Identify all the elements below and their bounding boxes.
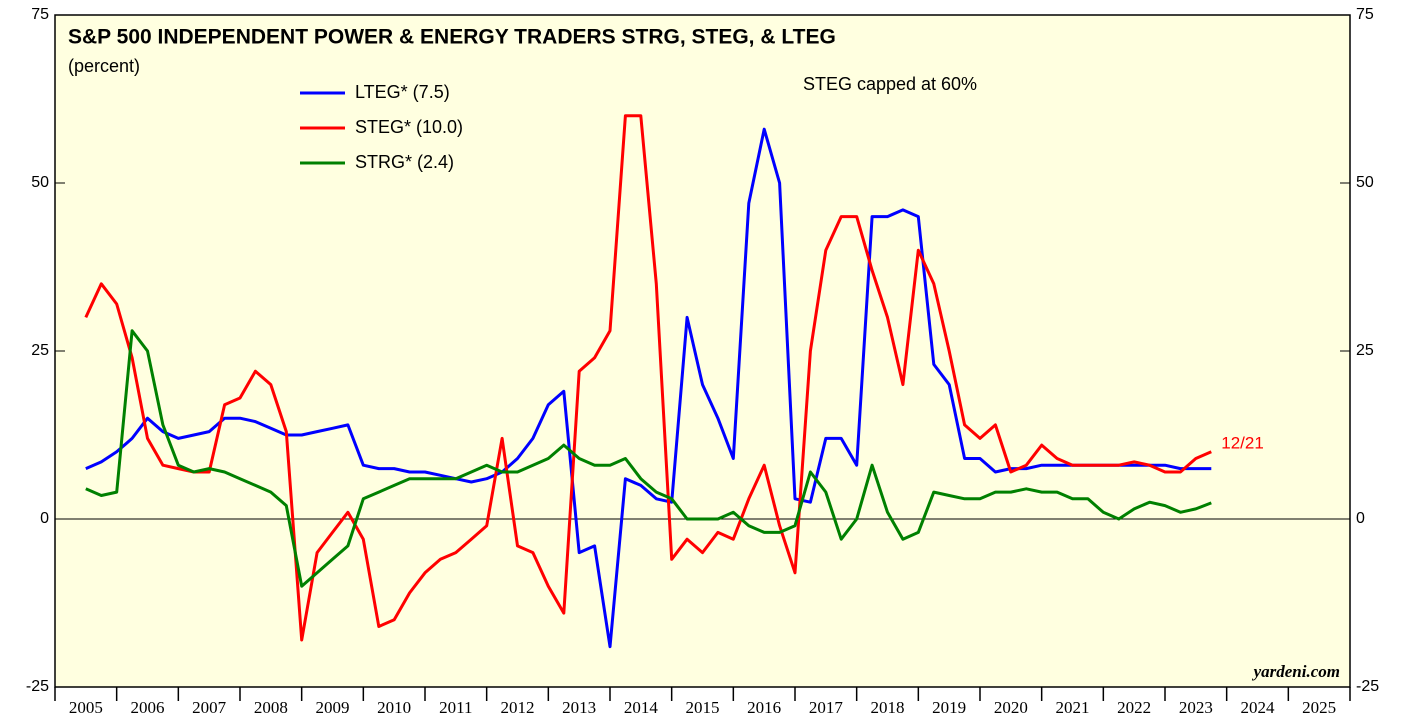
y-tick-label-right: 50 [1356, 174, 1374, 191]
series-line [85, 127, 1212, 649]
y-tick-label: -25 [26, 678, 49, 695]
x-tick-label: 2016 [747, 698, 781, 717]
series-line [84, 114, 1212, 642]
y-tick-label: 50 [31, 174, 49, 191]
end-label: 12/21 [1221, 433, 1264, 452]
y-tick-label: 75 [31, 6, 49, 23]
x-tick-label: 2009 [316, 698, 350, 717]
x-tick-label: 2017 [809, 698, 844, 717]
series-line [85, 329, 1212, 588]
x-tick-label: 2008 [254, 698, 288, 717]
x-tick-label: 2015 [686, 698, 720, 717]
x-tick-label: 2020 [994, 698, 1028, 717]
y-tick-label: 0 [40, 510, 49, 527]
y-tick-label-right: 25 [1356, 342, 1374, 359]
legend-label: LTEG* (7.5) [355, 82, 450, 102]
plot-area [54, 14, 1351, 688]
x-tick-label: 2019 [932, 698, 966, 717]
y-tick-label-right: 75 [1356, 6, 1374, 23]
y-tick-label: 25 [31, 342, 49, 359]
y-tick-label-right: 0 [1356, 510, 1365, 527]
legend-label: STRG* (2.4) [355, 152, 454, 172]
legend-label: STEG* (10.0) [355, 117, 463, 137]
x-tick-label: 2025 [1302, 698, 1336, 717]
x-tick-label: 2021 [1056, 698, 1090, 717]
x-tick-label: 2007 [192, 698, 227, 717]
x-tick-label: 2011 [439, 698, 472, 717]
chart-title: S&P 500 INDEPENDENT POWER & ENERGY TRADE… [68, 26, 836, 49]
x-tick-label: 2014 [624, 698, 659, 717]
x-tick-label: 2018 [871, 698, 905, 717]
x-tick-label: 2006 [131, 698, 165, 717]
x-tick-label: 2012 [501, 698, 535, 717]
watermark: yardeni.com [1252, 662, 1340, 681]
y-tick-label-right: -25 [1356, 678, 1379, 695]
annotation: STEG capped at 60% [803, 74, 977, 94]
x-tick-label: 2023 [1179, 698, 1213, 717]
x-tick-label: 2010 [377, 698, 411, 717]
chart-subtitle: (percent) [68, 56, 140, 76]
x-tick-label: 2013 [562, 698, 596, 717]
x-tick-label: 2005 [69, 698, 103, 717]
x-tick-label: 2024 [1241, 698, 1276, 717]
x-tick-label: 2022 [1117, 698, 1151, 717]
